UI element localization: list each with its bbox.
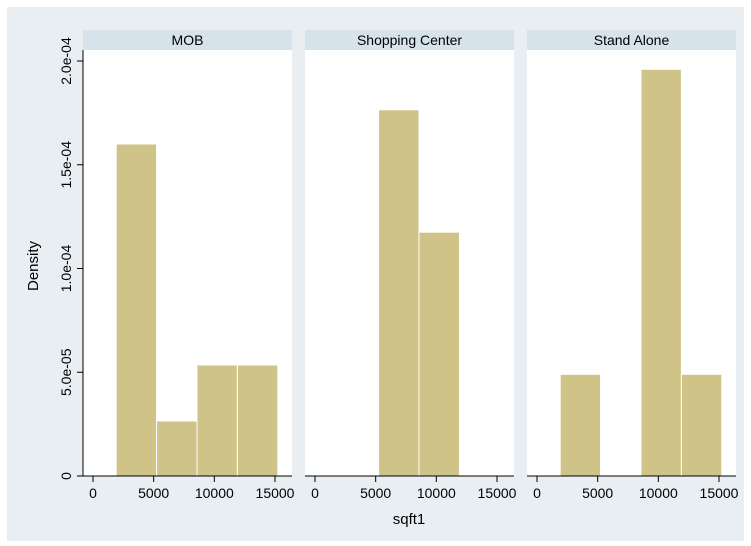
bars: [378, 109, 460, 477]
histogram-bar: [680, 373, 723, 477]
histogram-bar: [418, 231, 460, 477]
panel-mob: MOB 0 5000 10000 15000: [83, 30, 295, 501]
x-tick-label: 10000: [417, 485, 456, 501]
histogram-bar: [156, 420, 198, 477]
y-tick-label: 0: [58, 472, 74, 480]
y-tick-label: 1.0e-04: [58, 245, 74, 293]
histogram-bar: [236, 364, 279, 477]
x-tick-label: 0: [89, 485, 97, 501]
y-axis: 0 5.0e-05 1.0e-04 1.5e-04 2.0e-04: [58, 37, 84, 480]
facet-strip: [305, 30, 514, 50]
panel-shopping-center: Shopping Center 0 5000 10000 15000: [305, 30, 517, 501]
histogram-bar: [115, 143, 158, 477]
y-tick-label: 1.5e-04: [58, 141, 74, 189]
x-tick-label: 10000: [195, 485, 234, 501]
x-tick-label: 15000: [256, 485, 295, 501]
facet-panels: MOB 0 5000 10000 15000 Shopping Center 0 5000 10…: [83, 30, 739, 501]
facet-strip: [527, 30, 736, 50]
x-tick-label: 0: [533, 485, 541, 501]
facet-strip-label: MOB: [172, 32, 204, 48]
facet-strip-label: Shopping Center: [357, 32, 462, 48]
histogram-bar: [196, 364, 238, 477]
x-tick-label: 5000: [582, 485, 613, 501]
y-tick-label: 2.0e-04: [58, 37, 74, 85]
y-axis-title: Density: [25, 240, 42, 291]
y-tick-label: 5.0e-05: [58, 348, 74, 396]
bars: [115, 143, 279, 477]
histogram-bar: [640, 68, 682, 477]
x-axis-title: sqft1: [393, 511, 426, 528]
x-tick-label: 0: [311, 485, 319, 501]
x-tick-label: 10000: [639, 485, 678, 501]
x-tick-label: 5000: [360, 485, 391, 501]
histogram-bar: [378, 109, 420, 477]
facet-strip-label: Stand Alone: [594, 32, 670, 48]
x-tick-label: 15000: [478, 485, 517, 501]
x-tick-label: 5000: [138, 485, 169, 501]
panel-stand-alone: Stand Alone 0 5000 10000 15000: [527, 30, 739, 501]
histogram-bar: [559, 373, 602, 477]
facet-strip: [83, 30, 292, 50]
x-tick-label: 15000: [700, 485, 739, 501]
